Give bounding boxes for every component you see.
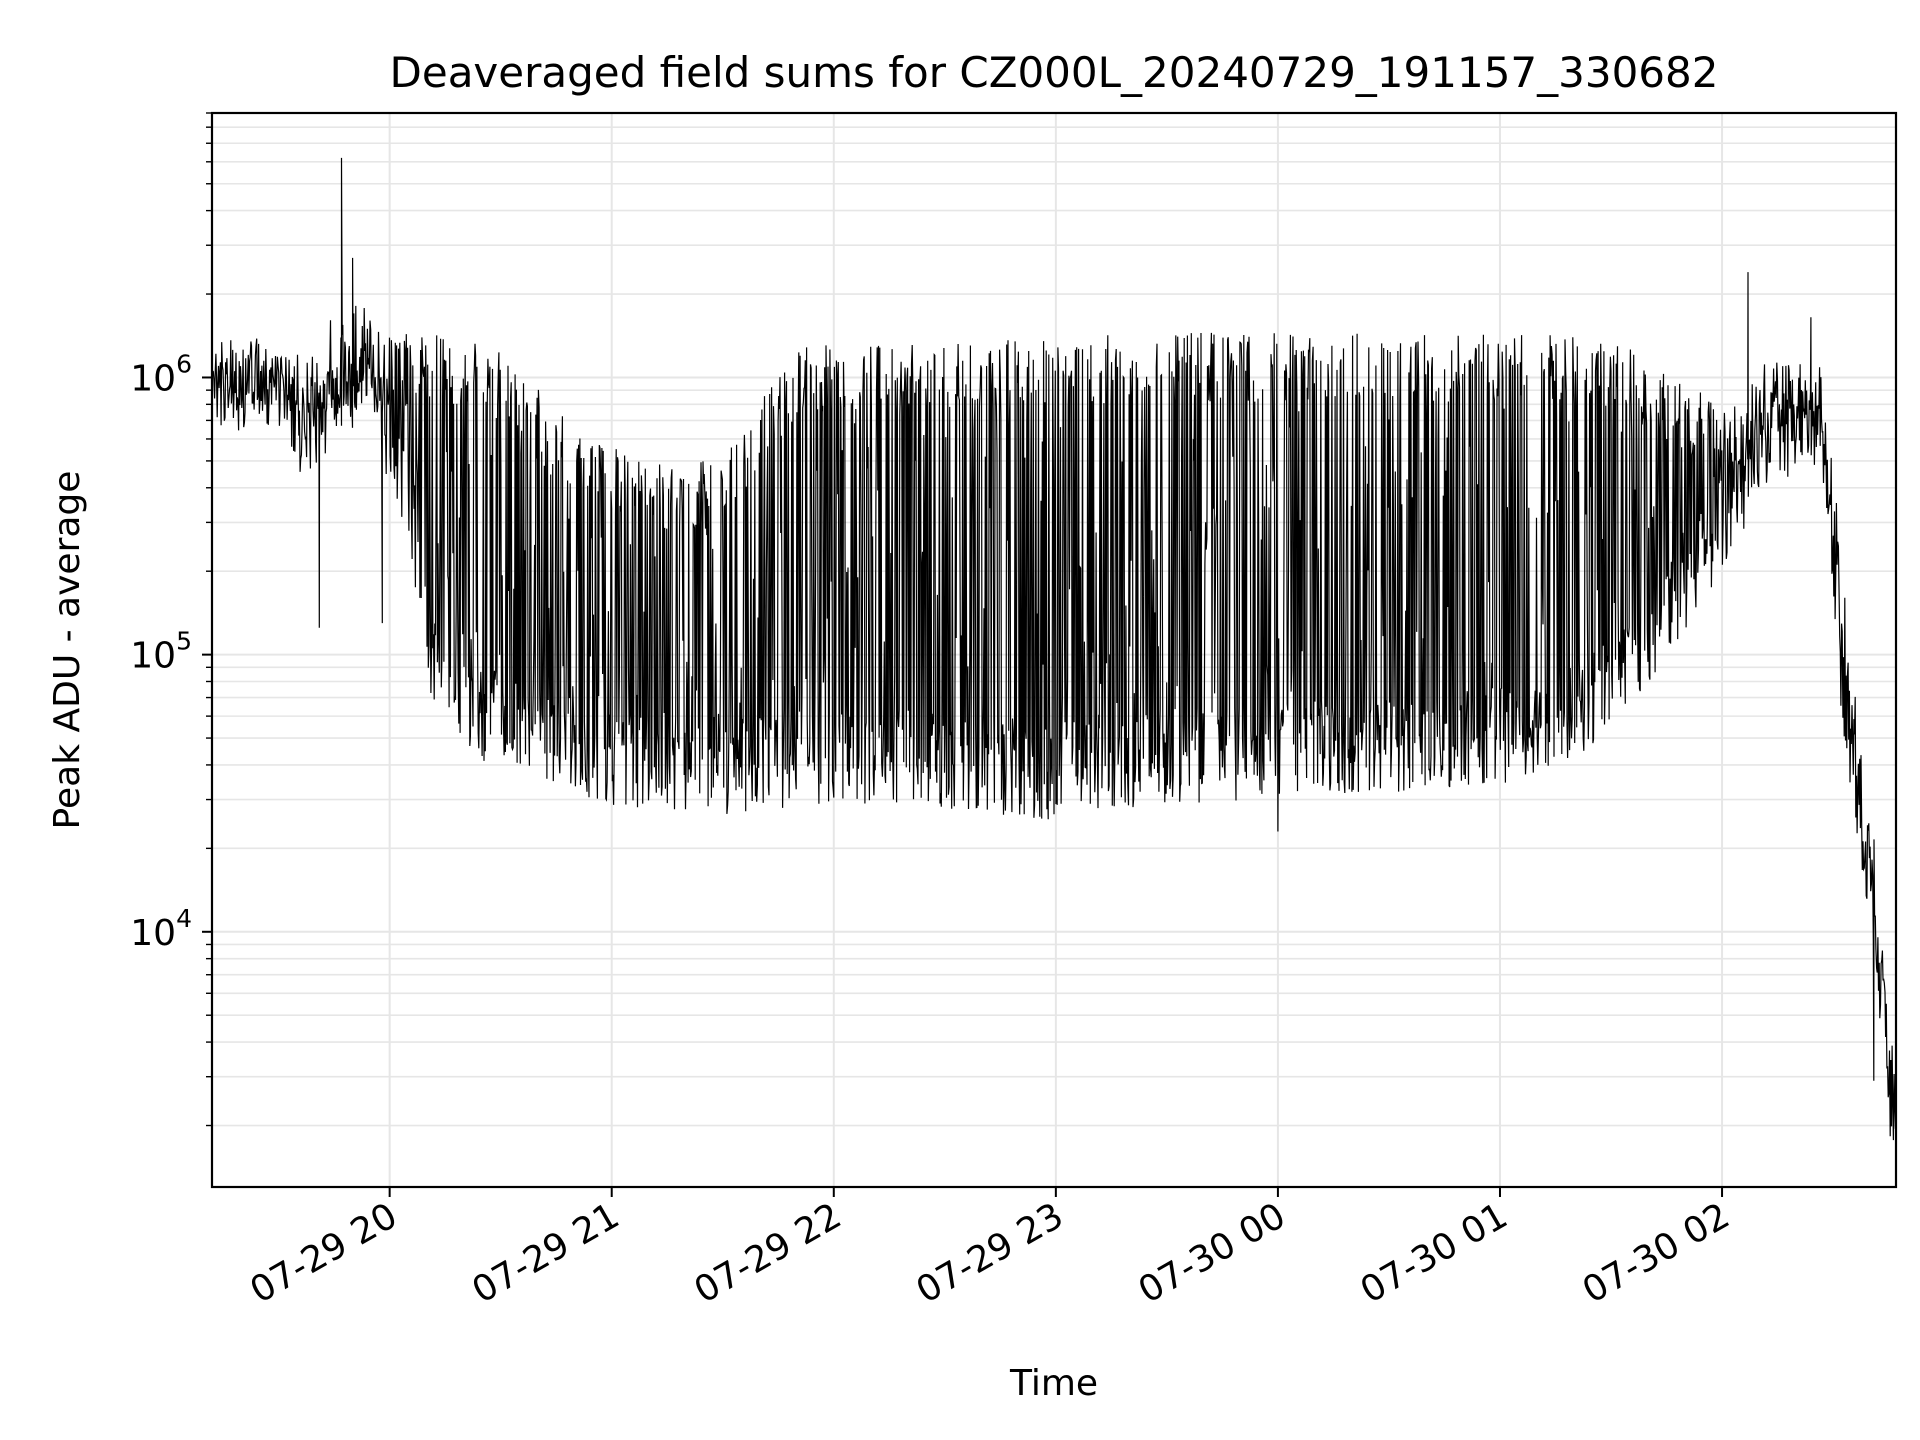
y-tick-label: 104	[130, 904, 192, 954]
x-axis-label: Time	[1009, 1363, 1098, 1404]
series-line	[212, 157, 1896, 1141]
y-axis-label: Peak ADU - average	[47, 471, 88, 830]
plot-frame	[210, 111, 1898, 1189]
y-tick-label: 106	[130, 349, 192, 399]
y-tick-label: 105	[130, 627, 192, 677]
data-series	[212, 157, 1896, 1141]
chart-title: Deaveraged field sums for CZ000L_2024072…	[390, 48, 1719, 97]
